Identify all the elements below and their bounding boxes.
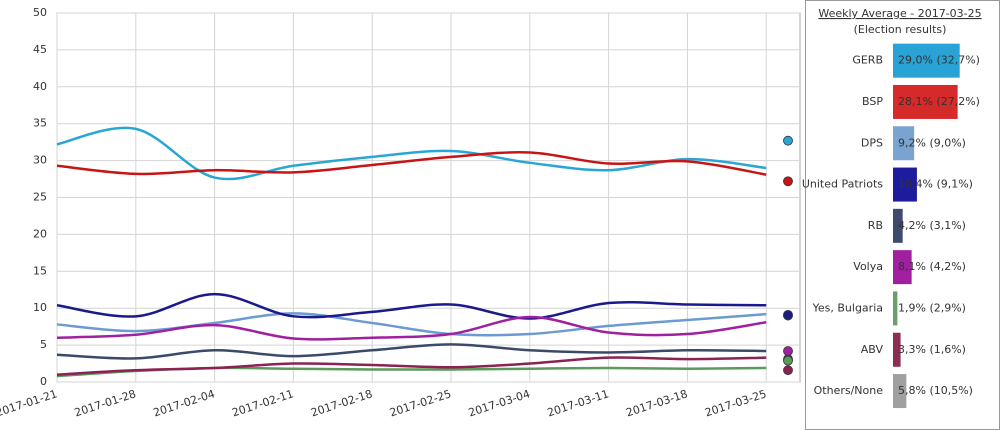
bar — [893, 332, 901, 367]
category-label: DPS — [861, 136, 883, 149]
y-tick-label: 25 — [33, 191, 47, 204]
series-line — [56, 343, 767, 360]
election-result — [783, 355, 793, 366]
value-label: 28,1% (27,2%) — [898, 95, 980, 108]
election-result — [783, 309, 793, 320]
panel-title: Weekly Average - 2017-03-25 — [818, 7, 981, 20]
election-result — [783, 346, 793, 356]
value-label: 29,0% (32,7%) — [898, 54, 980, 67]
election-result — [783, 365, 793, 376]
y-tick-label: 45 — [33, 43, 47, 56]
series-line — [56, 126, 767, 181]
bar — [893, 250, 912, 285]
value-label: 4,2% (3,1%) — [898, 219, 966, 232]
series-line — [56, 292, 767, 320]
series-line — [56, 356, 767, 376]
y-tick-label: 35 — [33, 117, 47, 130]
y-tick-label: 15 — [33, 264, 47, 277]
category-label: Others/None — [814, 384, 884, 397]
series-line — [56, 151, 767, 176]
category-label: RB — [868, 219, 883, 232]
value-label: 8,1% (4,2%) — [898, 260, 966, 273]
bar — [893, 167, 917, 202]
bar — [893, 374, 907, 409]
y-tick-label: 0 — [40, 375, 47, 388]
y-tick-label: 50 — [33, 6, 47, 19]
category-label: BSP — [862, 95, 883, 108]
value-label: 5,8% (10,5%) — [898, 384, 973, 397]
y-tick-label: 30 — [33, 154, 47, 167]
bar — [893, 291, 898, 326]
panel-subtitle: (Election results) — [854, 23, 947, 36]
value-label: 10,4% (9,1%) — [898, 178, 973, 191]
y-tick-label: 40 — [33, 80, 47, 93]
y-tick-label: 20 — [33, 227, 47, 240]
election-result — [783, 135, 793, 146]
category-label: Yes, Bulgaria — [812, 301, 883, 314]
bar — [893, 126, 915, 161]
value-label: 1,9% (2,9%) — [898, 301, 966, 314]
category-label: ABV — [861, 343, 884, 356]
value-label: 9,2% (9,0%) — [898, 136, 966, 149]
value-label: 3,3% (1,6%) — [898, 343, 966, 356]
y-tick-label: 5 — [40, 338, 47, 351]
bar — [893, 84, 958, 119]
bar — [893, 43, 960, 78]
category-label: Volya — [853, 260, 883, 273]
series-line — [56, 315, 767, 341]
election-result — [783, 176, 793, 187]
bar — [893, 208, 903, 243]
y-tick-label: 10 — [33, 301, 47, 314]
category-label: GERB — [852, 54, 883, 67]
category-label: United Patriots — [802, 178, 883, 191]
